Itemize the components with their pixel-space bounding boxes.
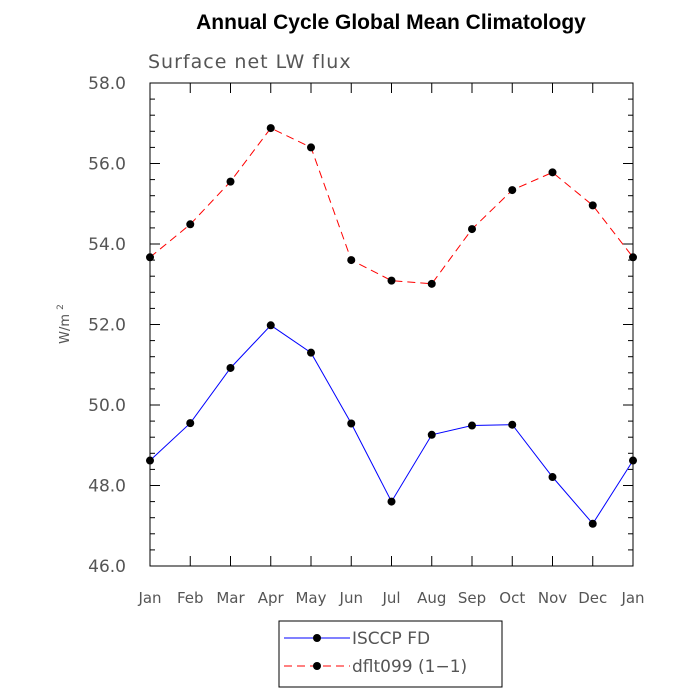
series-1-point (186, 220, 195, 229)
series-0-point (307, 348, 315, 357)
series-0-point (629, 456, 637, 465)
series-1-point (629, 253, 637, 262)
series-1-point (146, 253, 154, 262)
chart-title: Annual Cycle Global Mean Climatology (196, 11, 586, 34)
y-tick-label: 56.0 (88, 155, 126, 175)
series-group (146, 124, 637, 528)
x-tick-label: Jan (137, 589, 161, 607)
series-0-point (427, 430, 436, 439)
series-1-point (266, 124, 275, 133)
series-1-point (427, 279, 436, 288)
series-0-point (508, 420, 517, 429)
y-axis-label: W/m 2 (56, 304, 73, 344)
x-tick-label: Mar (216, 589, 245, 607)
y-tick-label: 48.0 (88, 477, 126, 497)
x-tick-label: Jan (620, 589, 644, 607)
series-1-point (387, 276, 396, 285)
series-1-point (588, 201, 597, 210)
y-tick-label: 58.0 (88, 74, 126, 94)
series-0-point (186, 419, 195, 428)
series-0-point (387, 497, 396, 506)
legend-marker-dflt099 (313, 662, 321, 670)
series-0-point (226, 363, 235, 372)
chart-subtitle: Surface net LW flux (148, 51, 352, 73)
series-0-point (146, 456, 154, 465)
legend: ISCCP FD dflt099 (1−1) (278, 620, 503, 688)
series-line-0 (149, 324, 634, 525)
series-1-point (508, 186, 517, 195)
y-axis-label-exponent: 2 (56, 304, 66, 310)
x-tick-label: Jul (381, 589, 400, 607)
legend-box (278, 620, 503, 688)
legend-label-isccp: ISCCP FD (352, 629, 430, 649)
y-axis-label-unit: W/m (58, 314, 73, 344)
series-0-point (548, 473, 557, 482)
x-tick-label: Nov (538, 589, 567, 607)
series-1-point (468, 225, 476, 234)
series-1-point (347, 256, 356, 265)
x-tick-label: Sep (458, 589, 486, 607)
series-0-point (266, 321, 275, 330)
y-tick-label: 52.0 (88, 316, 126, 336)
y-ticks: 46.0 48.0 50.0 52.0 54.0 56.0 58.0 (88, 74, 633, 577)
x-tick-label: Aug (417, 589, 446, 607)
x-tick-label: Oct (499, 589, 525, 607)
series-1-point (226, 177, 235, 186)
series-0-point (588, 519, 597, 528)
legend-marker-isccp (313, 634, 321, 642)
y-tick-label: 46.0 (88, 557, 126, 577)
x-tick-label: Feb (177, 589, 204, 607)
legend-label-dflt099: dflt099 (1−1) (352, 657, 467, 677)
x-tick-label: Apr (258, 589, 285, 607)
x-tick-label: Dec (578, 589, 607, 607)
series-0-point (347, 419, 356, 428)
series-line-1 (149, 127, 634, 285)
y-tick-label: 54.0 (88, 235, 126, 255)
x-tick-label: Jun (339, 589, 363, 607)
series-1-point (307, 143, 315, 152)
plot-frame (149, 82, 634, 567)
x-ticks: Jan Feb Mar Apr May Jun Jul Aug Sep Oct Nov Dec Jan (137, 83, 645, 607)
y-tick-label: 50.0 (88, 396, 126, 416)
series-0-point (468, 421, 476, 430)
series-1-point (548, 168, 557, 177)
x-tick-label: May (295, 589, 326, 607)
